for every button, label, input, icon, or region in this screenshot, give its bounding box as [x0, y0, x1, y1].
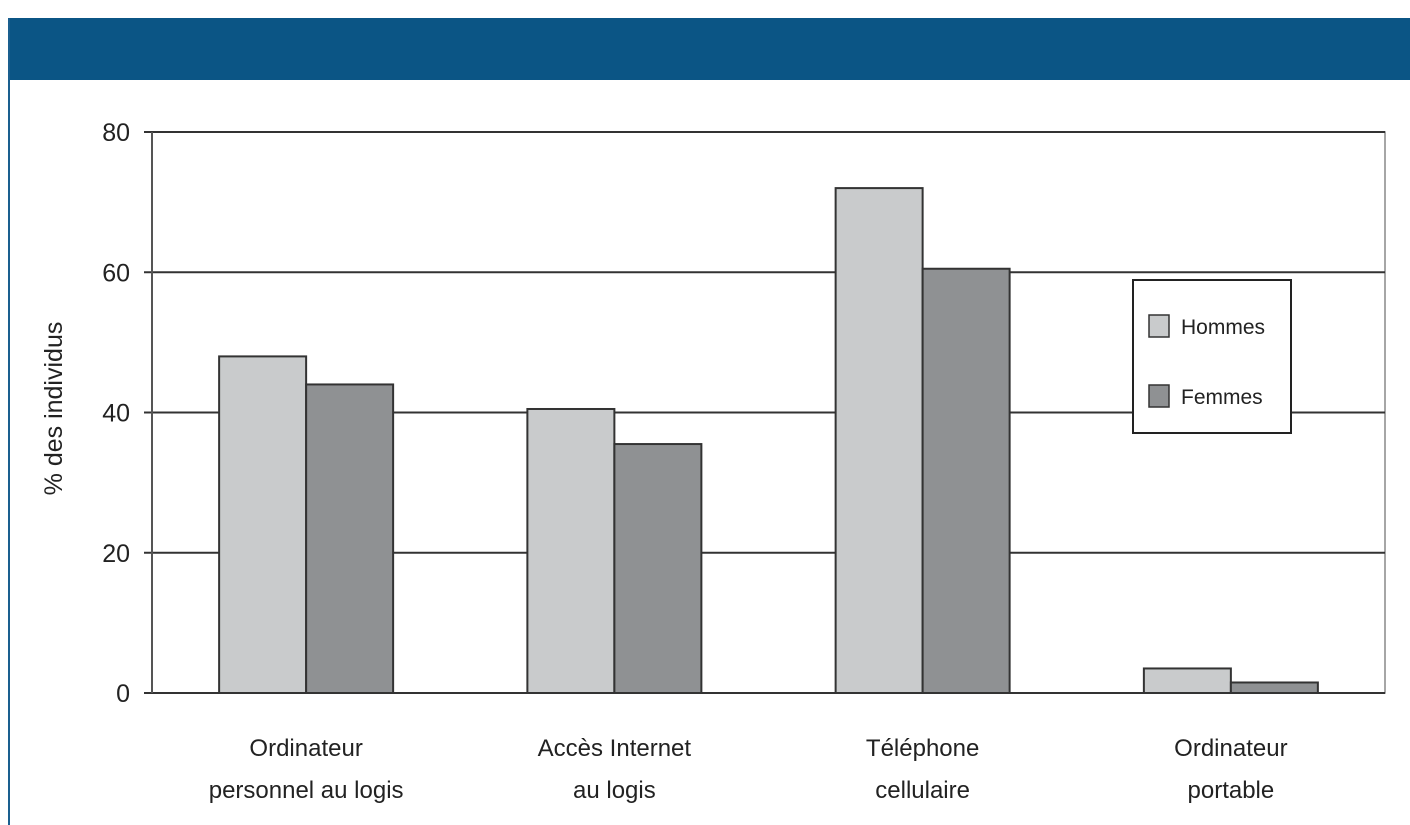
- bar-femmes: [921, 267, 1011, 694]
- x-category-label: portable: [1188, 777, 1275, 804]
- x-category-label: cellulaire: [875, 777, 970, 804]
- x-category-label: Ordinateur: [1174, 735, 1287, 762]
- y-tick-label: 20: [102, 540, 130, 568]
- legend: [1132, 279, 1292, 434]
- y-axis-label: % des individus: [40, 322, 68, 496]
- bar-hommes: [526, 407, 616, 694]
- header-bar: [10, 18, 1410, 80]
- bar-hommes: [1142, 667, 1232, 694]
- x-category-label: Accès Internet: [538, 735, 692, 762]
- bar-femmes: [305, 383, 395, 694]
- y-tick-label: 80: [102, 119, 130, 147]
- legend-label: Femmes: [1181, 386, 1263, 409]
- legend-swatch: [1148, 384, 1170, 408]
- x-category-label: Ordinateur: [249, 735, 362, 762]
- bar-femmes: [613, 443, 703, 694]
- y-tick-label: 60: [102, 259, 130, 287]
- bar-hommes: [834, 187, 924, 694]
- bar-femmes: [1229, 681, 1319, 695]
- y-tick-label: 40: [102, 400, 130, 428]
- bar-hommes: [218, 355, 308, 694]
- x-category-label: personnel au logis: [209, 777, 404, 804]
- x-category-label: Téléphone: [866, 735, 979, 762]
- legend-swatch: [1148, 314, 1170, 338]
- x-category-label: au logis: [573, 777, 656, 804]
- legend-label: Hommes: [1181, 316, 1265, 339]
- y-tick-label: 0: [116, 680, 130, 708]
